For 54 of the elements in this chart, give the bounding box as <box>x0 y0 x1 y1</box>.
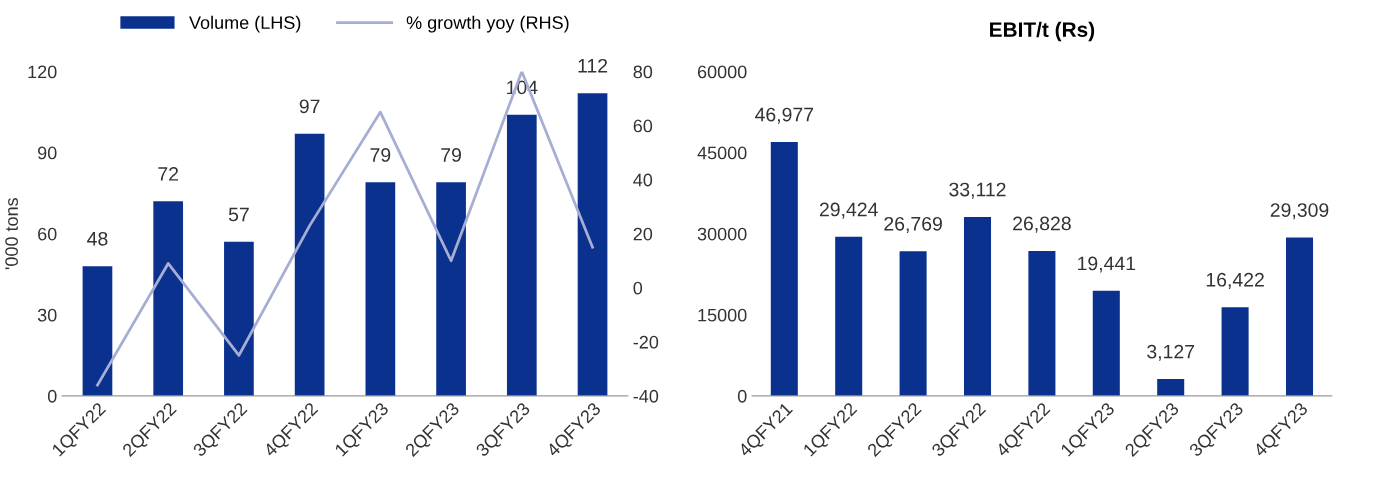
chart-title: EBIT/t (Rs) <box>990 21 1095 42</box>
y-tick-label: 0 <box>737 389 747 403</box>
data-label: 46,977 <box>755 107 814 124</box>
bar <box>963 216 992 396</box>
bar <box>835 236 863 396</box>
data-label: 29,309 <box>1270 203 1329 220</box>
y-tick-label: 60 <box>38 227 57 241</box>
bar <box>82 266 113 396</box>
bar <box>1092 290 1120 396</box>
bar <box>294 133 325 396</box>
data-label: 79 <box>441 148 461 162</box>
data-label: 97 <box>299 99 320 114</box>
bar <box>1221 307 1249 396</box>
y2-tick-label: 0 <box>633 281 643 295</box>
y-tick-label: 30 <box>37 308 57 322</box>
data-label: 26,769 <box>884 216 942 233</box>
bar <box>1285 237 1314 396</box>
y2-tick-label: 20 <box>633 227 653 241</box>
y2-tick-label: -20 <box>633 335 659 349</box>
data-label: 33,112 <box>949 182 1006 199</box>
data-label: 112 <box>578 58 608 73</box>
y-tick-label: 30000 <box>697 227 747 241</box>
y-tick-label: 60000 <box>697 65 747 79</box>
data-label: 16,422 <box>1206 272 1264 289</box>
data-label: 48 <box>87 231 108 246</box>
y-tick-label: 90 <box>38 146 57 160</box>
y-tick-label: 15000 <box>698 308 747 322</box>
y-axis-title: '000 tons <box>5 198 18 270</box>
y2-tick-label: 40 <box>633 173 653 187</box>
legend-label: Volume (LHS) <box>189 15 301 33</box>
bar <box>436 182 466 396</box>
data-label: 26,828 <box>1013 216 1071 233</box>
bar <box>1157 379 1185 396</box>
y-tick-label: 45000 <box>697 146 747 160</box>
data-label: 57 <box>228 207 249 222</box>
y2-tick-label: 80 <box>633 65 653 79</box>
bar <box>153 201 184 396</box>
data-label: 3,127 <box>1147 344 1195 361</box>
y-tick-label: 120 <box>28 65 57 79</box>
bar <box>899 251 927 396</box>
y2-tick-label: 60 <box>633 119 653 133</box>
y-tick-label: 0 <box>47 389 57 403</box>
data-label: 72 <box>158 167 179 181</box>
bar <box>1028 250 1056 396</box>
bar <box>577 93 608 396</box>
y2-tick-label: -40 <box>633 389 659 403</box>
data-label: 29,424 <box>819 202 878 219</box>
data-label: 19,441 <box>1078 256 1136 273</box>
bar <box>365 182 396 396</box>
bar <box>770 141 798 396</box>
bar <box>506 114 537 396</box>
bar <box>224 241 254 396</box>
data-label: 79 <box>370 148 391 162</box>
legend-label: % growth yoy (RHS) <box>406 15 569 33</box>
